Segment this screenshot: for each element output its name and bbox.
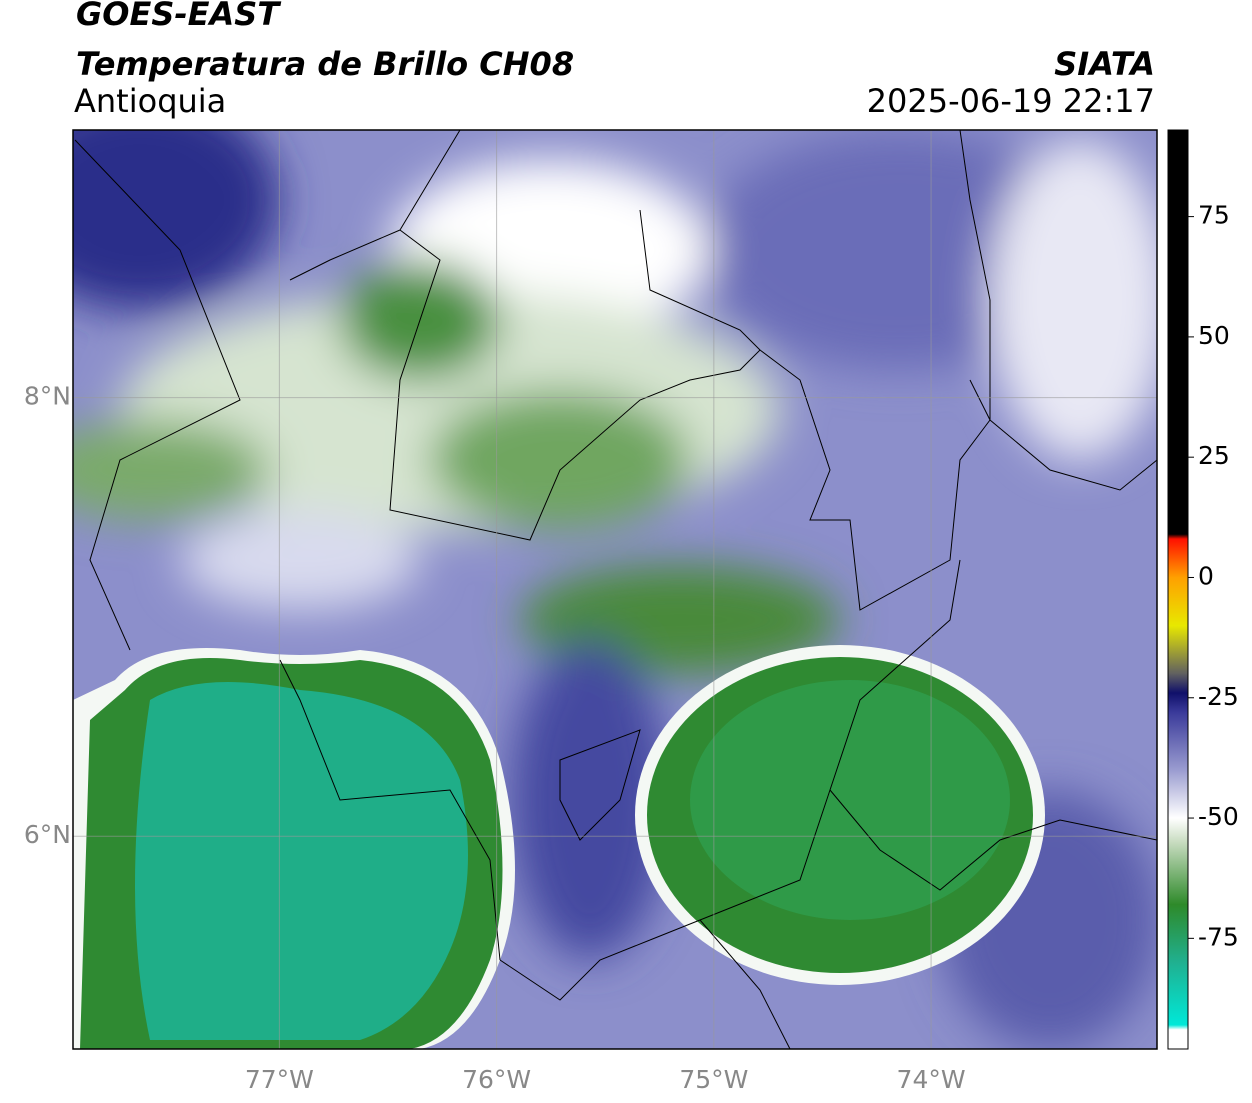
lat-tick-label: 6°N [24,820,71,849]
colorbar-tick-label: 0 [1198,561,1214,590]
title: GOES-EAST [76,0,281,33]
map-frame [72,129,1158,1050]
lon-tick-label: 77°W [245,1065,314,1094]
colorbar-tick-label: 50 [1198,321,1230,350]
datetime: 2025-06-19 22:17 [867,82,1155,120]
colorbar-tick-label: -25 [1198,682,1239,711]
colorbar-tick-label: -75 [1198,922,1239,951]
imagery [73,130,1157,1049]
graticule [73,130,1157,1049]
lon-tick-label: 74°W [897,1065,966,1094]
colorbar [1167,129,1189,1050]
colorbar-tick-label: 75 [1198,201,1230,230]
colorbar-tick-label: 25 [1198,441,1230,470]
subtitle: Temperatura de Brillo CH08 [76,45,574,83]
lat-tick-label: 8°N [24,382,71,411]
lon-tick-label: 75°W [679,1065,748,1094]
colorbar-tick-label: -50 [1198,802,1239,831]
lon-tick-label: 76°W [462,1065,531,1094]
source: SIATA [1054,45,1155,83]
region: Antioquia [74,82,226,120]
